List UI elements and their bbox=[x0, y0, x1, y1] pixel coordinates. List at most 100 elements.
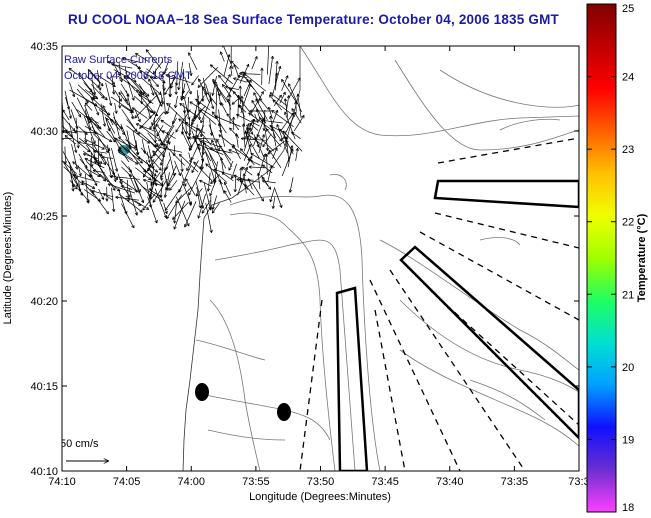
current-vector bbox=[248, 178, 253, 190]
current-vector bbox=[202, 205, 205, 209]
current-vector bbox=[223, 190, 227, 193]
current-vector bbox=[107, 128, 110, 132]
current-vector bbox=[148, 140, 151, 144]
current-vector bbox=[154, 183, 157, 186]
current-vector bbox=[92, 169, 96, 171]
current-vector bbox=[188, 193, 192, 196]
current-vector bbox=[101, 156, 105, 160]
current-vector bbox=[154, 188, 167, 219]
current-vector bbox=[134, 115, 136, 119]
current-vector bbox=[94, 156, 97, 160]
current-vector bbox=[72, 161, 95, 181]
current-vector bbox=[211, 139, 215, 143]
current-vector bbox=[269, 94, 273, 97]
current-vector bbox=[81, 180, 83, 184]
current-vector bbox=[114, 137, 118, 140]
current-vector bbox=[233, 77, 247, 83]
current-vector bbox=[97, 84, 100, 88]
y-tick-label: 40:35 bbox=[30, 41, 58, 53]
current-vector bbox=[201, 86, 218, 106]
current-vector bbox=[240, 148, 255, 166]
current-vector bbox=[103, 193, 113, 201]
current-vector bbox=[93, 157, 109, 183]
current-vector bbox=[220, 102, 224, 105]
current-vector bbox=[102, 179, 106, 182]
current-vector bbox=[102, 162, 106, 166]
current-vector bbox=[252, 183, 264, 202]
current-vector bbox=[246, 127, 250, 130]
x-axis-label: Longitude (Degrees:Minutes) bbox=[249, 491, 391, 503]
current-vector bbox=[141, 139, 146, 154]
current-vector bbox=[192, 136, 195, 140]
current-vector bbox=[120, 104, 133, 113]
x-axis: 74:10 74:05 74:00 73:55 73:50 73:45 73:40 73:35… bbox=[48, 46, 590, 503]
current-vector bbox=[211, 92, 213, 96]
current-vector bbox=[275, 72, 278, 76]
current-vector bbox=[112, 188, 116, 191]
current-vector bbox=[250, 132, 253, 135]
current-vector bbox=[150, 183, 154, 186]
current-vector bbox=[236, 114, 260, 127]
current-vector bbox=[119, 179, 122, 183]
current-vector bbox=[256, 144, 260, 148]
current-vector bbox=[138, 131, 140, 135]
current-vector bbox=[200, 120, 204, 124]
current-vector bbox=[163, 215, 167, 219]
current-vector bbox=[244, 166, 248, 170]
current-vector bbox=[140, 209, 143, 213]
current-vector bbox=[221, 172, 234, 182]
current-vector bbox=[209, 230, 212, 233]
current-vector bbox=[278, 65, 281, 69]
current-vector bbox=[76, 109, 100, 128]
current-vector bbox=[163, 143, 167, 146]
current-vector bbox=[78, 115, 81, 118]
colorbar-tick-label: 21 bbox=[622, 289, 634, 301]
current-vector bbox=[241, 95, 245, 127]
current-vector bbox=[286, 136, 290, 162]
current-vector bbox=[76, 166, 79, 170]
current-vector bbox=[201, 166, 204, 170]
current-vector bbox=[134, 95, 157, 119]
current-vector bbox=[213, 80, 217, 84]
current-vector bbox=[223, 54, 230, 77]
current-vector bbox=[113, 208, 116, 212]
current-vector bbox=[130, 173, 132, 177]
current-vector bbox=[121, 203, 135, 229]
current-vector bbox=[100, 84, 104, 87]
colorbar: 25 24 23 22 21 20 19 18 Temperature (°C) bbox=[586, 3, 648, 514]
current-vector bbox=[127, 60, 141, 69]
current-vector bbox=[78, 181, 81, 192]
current-vector bbox=[148, 168, 157, 177]
current-vector bbox=[90, 152, 93, 167]
current-vector bbox=[197, 193, 206, 219]
current-vector bbox=[261, 134, 265, 137]
current-vector bbox=[186, 168, 190, 171]
current-vector bbox=[92, 185, 96, 189]
current-vector bbox=[183, 183, 186, 187]
current-vector bbox=[218, 102, 222, 106]
current-vector bbox=[168, 94, 171, 98]
current-vector bbox=[260, 91, 264, 94]
current-vector bbox=[220, 181, 225, 194]
current-vector bbox=[201, 86, 204, 90]
current-vector bbox=[62, 109, 66, 112]
current-vector bbox=[246, 78, 250, 81]
current-vector bbox=[225, 86, 228, 89]
current-vector bbox=[104, 123, 107, 127]
current-vector bbox=[134, 145, 138, 148]
current-vector bbox=[160, 177, 162, 181]
current-vector bbox=[147, 101, 151, 104]
current-vector bbox=[169, 188, 173, 191]
current-vector bbox=[85, 102, 89, 105]
current-vector bbox=[279, 139, 282, 142]
current-vector bbox=[164, 87, 166, 91]
current-vector bbox=[205, 163, 228, 183]
current-vector bbox=[184, 201, 197, 228]
current-vector bbox=[231, 163, 238, 179]
current-vector bbox=[73, 128, 76, 132]
current-vector bbox=[82, 182, 84, 186]
current-vector bbox=[262, 145, 266, 148]
current-vector bbox=[154, 118, 156, 143]
current-vector bbox=[88, 199, 90, 203]
current-vector bbox=[149, 76, 159, 87]
